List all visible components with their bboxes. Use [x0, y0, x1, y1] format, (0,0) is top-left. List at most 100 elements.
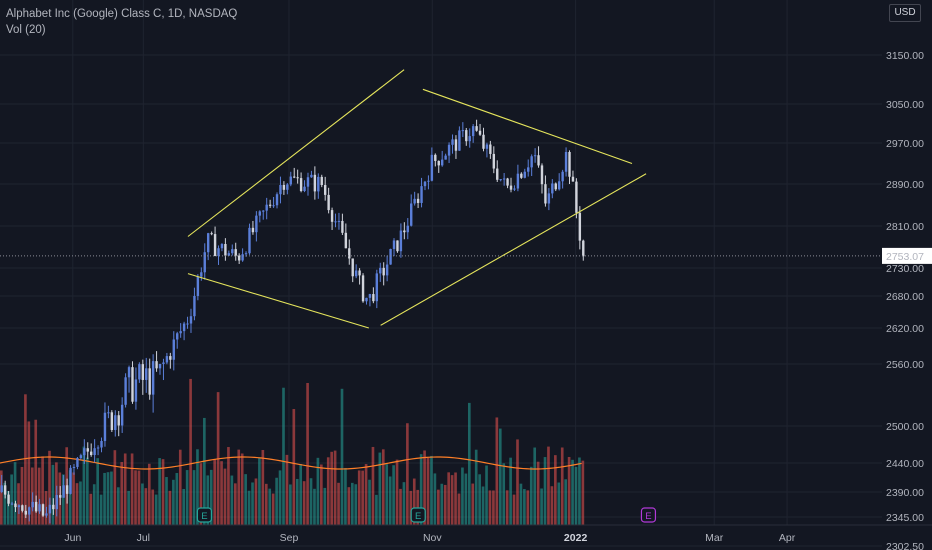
candle-body	[423, 181, 427, 187]
volume-bar	[457, 493, 461, 525]
volume-bar	[547, 446, 550, 525]
candle-body	[275, 194, 279, 206]
candle-body	[158, 363, 162, 369]
volume-bar	[89, 493, 93, 525]
volume-bar	[330, 451, 333, 525]
candle-body	[206, 233, 210, 253]
volume-bar	[196, 449, 199, 525]
candle-body	[200, 272, 203, 277]
volume-bar	[533, 447, 537, 525]
candle-body	[103, 412, 107, 441]
candle-body	[231, 249, 234, 254]
volume-bar	[13, 462, 17, 525]
price-tick-label: 2345.00	[886, 512, 924, 524]
volume-bar	[354, 484, 358, 525]
volume-bar	[134, 470, 137, 525]
candle-body	[59, 495, 62, 498]
price-tick-label: 3050.00	[886, 99, 924, 111]
candle-body	[265, 204, 268, 211]
candle-body	[440, 159, 444, 166]
volume-bar	[0, 470, 3, 525]
candle-body	[62, 485, 65, 498]
volume-bar	[461, 467, 464, 525]
volume-bar	[34, 419, 38, 525]
volume-bar	[220, 461, 223, 525]
last-price-label: 2753.07	[886, 251, 924, 263]
volume-bar	[234, 483, 237, 525]
volume-bar	[306, 383, 309, 525]
candle-body	[186, 323, 189, 325]
candle-body	[396, 240, 399, 252]
volume-bar	[48, 450, 51, 525]
volume-bar	[481, 486, 485, 525]
volume-bar	[258, 457, 261, 525]
volume-bar	[437, 489, 440, 525]
volume-bar	[151, 489, 155, 525]
candle-body	[471, 126, 475, 137]
volume-bar	[175, 473, 179, 525]
volume-bar	[161, 459, 165, 525]
candle-body	[244, 253, 248, 255]
candle-body	[348, 248, 351, 259]
candle-body	[182, 323, 186, 332]
volume-bar	[223, 468, 227, 525]
volume-bar	[127, 490, 130, 525]
time-tick-label: Sep	[280, 532, 299, 544]
volume-bar	[68, 470, 72, 525]
volume-bar	[344, 467, 347, 525]
candle-body	[523, 171, 526, 178]
volume-bar	[450, 475, 454, 525]
time-tick-label: Apr	[779, 532, 796, 544]
volume-bar	[254, 478, 258, 525]
candle-body	[478, 130, 482, 135]
candle-body	[162, 362, 165, 364]
volume-bar	[209, 469, 213, 525]
volume-bar	[347, 487, 351, 525]
symbol-title[interactable]: Alphabet Inc (Google) Class C, 1D, NASDA…	[6, 8, 238, 20]
candle-body	[499, 179, 502, 181]
volume-bar	[230, 475, 234, 525]
volume-bar	[543, 457, 547, 525]
candle-body	[509, 185, 513, 190]
currency-button[interactable]: USD	[889, 4, 921, 22]
candle-body	[220, 243, 224, 249]
volume-bar	[392, 465, 395, 525]
volume-bar	[323, 487, 327, 525]
volume-bar	[412, 478, 416, 525]
volume-bar	[571, 459, 574, 525]
candle-body	[520, 173, 523, 178]
volume-bar	[251, 482, 254, 525]
volume-bar	[505, 490, 509, 525]
time-tick-label: Jun	[64, 532, 81, 544]
candle-body	[557, 181, 561, 190]
volume-bar	[526, 490, 530, 525]
candle-body	[155, 361, 158, 369]
candle-body	[475, 126, 478, 131]
candle-body	[3, 485, 7, 495]
candle-body	[492, 153, 496, 169]
candle-body	[21, 505, 24, 511]
volume-indicator-label[interactable]: Vol (20)	[6, 24, 46, 36]
candle-body	[272, 205, 275, 207]
price-tick-label: 3150.00	[886, 50, 924, 62]
candle-body	[299, 178, 303, 192]
volume-bar	[419, 454, 423, 525]
earnings-marker-label: E	[415, 511, 421, 522]
candle-body	[571, 176, 575, 182]
volume-bar	[120, 461, 124, 525]
candle-body	[93, 448, 96, 456]
trendline-lower-channel	[187, 273, 370, 329]
time-tick-label: Nov	[423, 532, 442, 544]
volume-bar	[106, 472, 110, 525]
candle-body	[416, 198, 420, 203]
candle-body	[306, 177, 310, 187]
candle-body	[189, 316, 193, 324]
volume-bar	[574, 466, 578, 525]
volume-bar	[168, 490, 172, 525]
volume-bar	[560, 447, 564, 525]
candle-body	[513, 188, 516, 190]
trendline-upper-channel	[187, 69, 405, 237]
candle-body	[296, 177, 299, 179]
candle-body	[117, 415, 120, 426]
